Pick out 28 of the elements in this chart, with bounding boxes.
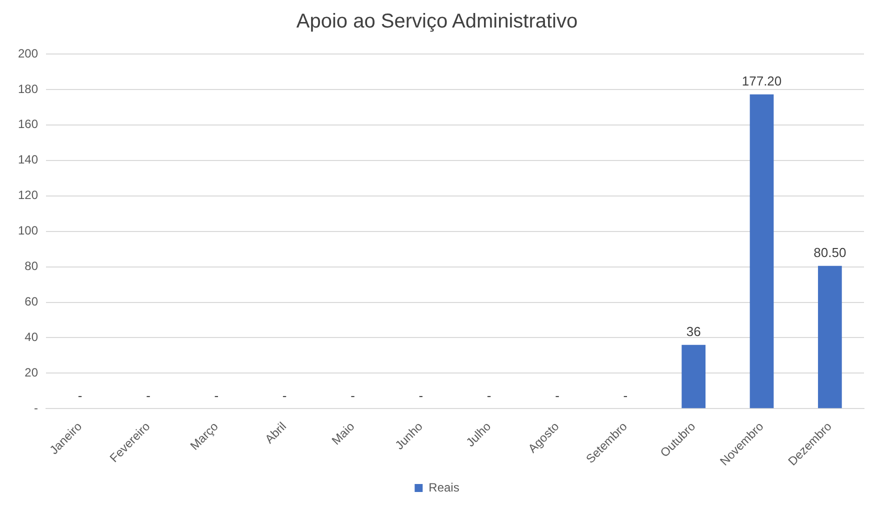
data-label: - [623,388,628,403]
y-tick-label: - [34,400,38,415]
data-label: - [146,388,150,403]
data-label: - [282,388,287,403]
y-tick-label: 120 [18,188,38,202]
data-label: - [78,388,82,403]
y-tick-label: 40 [24,330,38,344]
y-tick-label: 180 [18,82,38,96]
data-label: - [555,388,560,403]
legend-label: Reais [428,480,460,494]
bar [818,266,842,408]
data-label: - [350,388,355,403]
y-tick-label: 200 [18,46,38,60]
data-label: 36 [686,324,701,339]
data-label: - [214,388,219,403]
bar [682,344,706,408]
y-tick-label: 100 [18,224,38,238]
data-label: 80.50 [814,245,846,260]
y-tick-label: 80 [24,259,38,274]
y-tick-label: 60 [24,294,38,309]
data-label: - [418,388,424,403]
data-label: 177.20 [742,74,782,89]
y-tick-label: 140 [18,152,38,167]
y-tick-label: 160 [18,117,38,132]
y-tick-label: 20 [24,366,38,380]
bar [750,94,774,408]
data-label: - [486,388,492,403]
chart-title: Apoio ao Serviço Administrativo [296,10,578,33]
